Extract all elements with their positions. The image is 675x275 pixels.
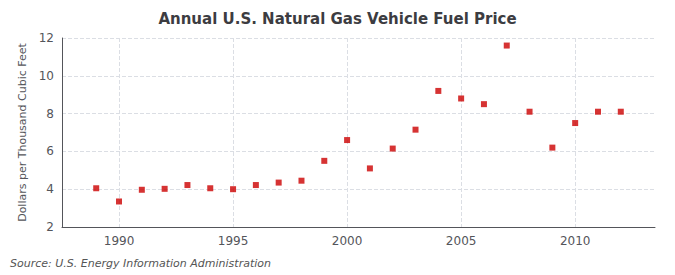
- svg-text:Annual U.S. Natural Gas Vehicl: Annual U.S. Natural Gas Vehicle Fuel Pri…: [158, 10, 516, 28]
- svg-text:1995: 1995: [218, 234, 249, 248]
- svg-text:6: 6: [46, 144, 54, 158]
- svg-text:8: 8: [46, 107, 54, 121]
- svg-text:Source: U.S. Energy Informatio: Source: U.S. Energy Information Administ…: [10, 257, 271, 270]
- svg-text:2: 2: [46, 220, 54, 234]
- svg-text:Dollars per Thousand Cubic Fee: Dollars per Thousand Cubic Feet: [16, 42, 29, 221]
- svg-text:2005: 2005: [446, 234, 477, 248]
- svg-text:4: 4: [46, 182, 54, 196]
- svg-text:10: 10: [39, 69, 54, 83]
- svg-text:1990: 1990: [104, 234, 135, 248]
- svg-text:2010: 2010: [560, 234, 591, 248]
- svg-text:12: 12: [39, 31, 54, 45]
- svg-text:2000: 2000: [332, 234, 363, 248]
